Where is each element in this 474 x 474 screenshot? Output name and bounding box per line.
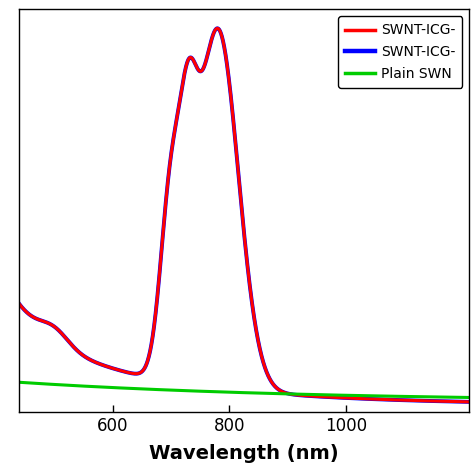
SWNT-ICG- xyxy=(189,55,194,61)
X-axis label: Wavelength (nm): Wavelength (nm) xyxy=(149,444,339,463)
SWNT-ICG- xyxy=(214,26,220,31)
Legend: SWNT-ICG-, SWNT-ICG-, Plain SWN: SWNT-ICG-, SWNT-ICG-, Plain SWN xyxy=(338,17,462,88)
SWNT-ICG- xyxy=(409,398,415,403)
Plain SWN xyxy=(189,388,194,394)
Line: SWNT-ICG-: SWNT-ICG- xyxy=(19,28,469,402)
SWNT-ICG- xyxy=(208,38,214,44)
Plain SWN xyxy=(409,394,415,400)
Plain SWN xyxy=(67,383,73,388)
SWNT-ICG- xyxy=(466,399,472,405)
SWNT-ICG- xyxy=(458,399,464,404)
Line: SWNT-ICG-: SWNT-ICG- xyxy=(19,28,469,402)
SWNT-ICG- xyxy=(466,399,472,405)
SWNT-ICG- xyxy=(94,360,100,366)
SWNT-ICG- xyxy=(16,301,22,306)
SWNT-ICG- xyxy=(458,399,464,404)
Plain SWN xyxy=(466,395,472,401)
SWNT-ICG- xyxy=(208,38,214,44)
SWNT-ICG- xyxy=(214,26,220,31)
SWNT-ICG- xyxy=(16,301,22,306)
SWNT-ICG- xyxy=(67,340,73,346)
Plain SWN xyxy=(16,379,22,385)
Plain SWN xyxy=(457,394,463,400)
Plain SWN xyxy=(208,389,214,394)
SWNT-ICG- xyxy=(94,360,100,366)
SWNT-ICG- xyxy=(189,55,194,61)
SWNT-ICG- xyxy=(67,340,73,346)
Plain SWN xyxy=(94,384,100,390)
Line: Plain SWN: Plain SWN xyxy=(19,382,469,398)
SWNT-ICG- xyxy=(409,398,415,403)
